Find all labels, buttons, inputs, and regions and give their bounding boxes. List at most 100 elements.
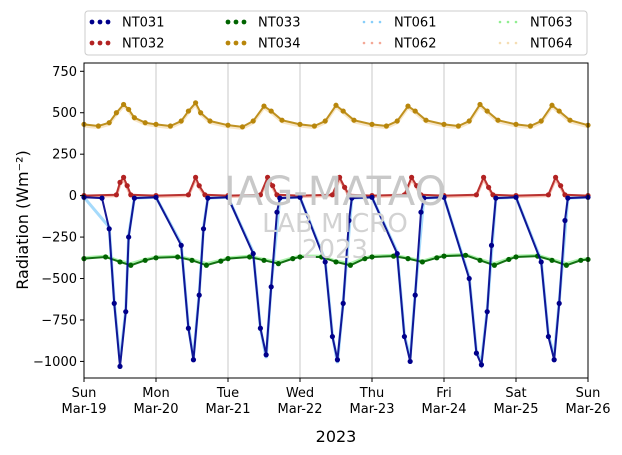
point-nt031-3 xyxy=(111,300,117,306)
legend: NT031 NT032 NT033 NT034 NT061 NT062 NT063 NT064 xyxy=(84,10,588,56)
legend-swatch-dot xyxy=(233,40,239,46)
point-nt032-22 xyxy=(401,192,407,198)
point-nt034-21 xyxy=(297,121,303,127)
point-nt034-29 xyxy=(394,118,400,124)
point-nt031-49 xyxy=(565,195,571,201)
point-nt033-12 xyxy=(261,257,267,263)
legend-item-nt063: NT063 xyxy=(498,16,572,31)
point-nt031-39 xyxy=(478,362,485,368)
point-nt034-3 xyxy=(113,110,119,116)
point-nt032-18 xyxy=(337,174,343,180)
series-nt031 xyxy=(81,194,591,369)
point-nt031-27 xyxy=(346,217,352,224)
point-nt034-23 xyxy=(322,118,328,124)
point-nt034-42 xyxy=(549,102,555,108)
point-nt034-17 xyxy=(250,118,256,124)
point-nt031-16 xyxy=(250,251,256,257)
point-nt031-35 xyxy=(421,195,427,201)
legend-label: NT064 xyxy=(530,37,572,52)
legend-swatch-dot xyxy=(378,20,382,24)
x-tick-day: Tue xyxy=(216,386,239,401)
point-nt033-4 xyxy=(142,257,148,263)
legend-item-nt032: NT032 xyxy=(89,37,164,52)
point-nt033-3 xyxy=(128,262,134,268)
point-nt031-4 xyxy=(117,363,123,369)
x-tick-date: Mar-19 xyxy=(62,402,107,417)
point-nt031-15 xyxy=(225,194,231,200)
x-tick-date: Mar-21 xyxy=(206,402,251,417)
point-nt033-30 xyxy=(513,254,519,260)
point-nt034-34 xyxy=(455,123,461,129)
point-nt034-9 xyxy=(167,123,173,129)
point-nt031-7 xyxy=(131,195,137,201)
point-nt032-24 xyxy=(414,183,420,189)
point-nt034-24 xyxy=(333,102,339,108)
point-nt032-7 xyxy=(185,192,191,198)
point-nt034-2 xyxy=(106,120,112,126)
legend-swatch-dot xyxy=(225,19,231,25)
point-nt031-10 xyxy=(185,325,191,331)
legend-swatch-dot xyxy=(105,40,111,46)
point-nt033-28 xyxy=(491,262,497,268)
point-nt034-1 xyxy=(95,123,101,129)
y-tick-label: 0 xyxy=(69,189,77,204)
legend-item-nt064: NT064 xyxy=(498,37,572,52)
legend-swatch-dot xyxy=(514,41,518,45)
x-tick-day: Sun xyxy=(576,386,601,401)
point-nt032-4 xyxy=(124,183,130,189)
point-nt033-29 xyxy=(506,256,512,263)
legend-swatch-dot xyxy=(498,41,502,45)
point-nt034-35 xyxy=(466,118,472,124)
point-nt031-11 xyxy=(190,357,197,363)
point-nt031-23 xyxy=(322,259,328,265)
plot-frame xyxy=(83,62,589,379)
point-nt034-30 xyxy=(405,103,411,109)
point-nt034-25 xyxy=(340,108,346,114)
y-tick-label: −500 xyxy=(41,272,77,287)
point-nt033-2 xyxy=(117,259,123,265)
point-nt033-33 xyxy=(563,262,570,268)
point-nt032-5 xyxy=(128,192,134,198)
point-nt034-32 xyxy=(423,117,429,123)
point-nt033-6 xyxy=(175,254,181,260)
point-nt034-20 xyxy=(279,117,285,123)
legend-item-nt061: NT061 xyxy=(362,16,436,31)
y-tick-label: −250 xyxy=(41,231,77,246)
legend-swatch-dot xyxy=(370,20,374,24)
y-tick-label: −1000 xyxy=(33,355,77,370)
point-nt031-9 xyxy=(178,242,184,248)
x-tick-date: Mar-26 xyxy=(566,402,611,417)
watermark: IAG-MATAO LAB MICRO 2023 xyxy=(224,169,446,265)
x-tick-day: Mon xyxy=(142,386,169,401)
point-nt031-17 xyxy=(257,325,263,331)
x-tick-day: Thu xyxy=(359,386,384,401)
y-tick-label: −750 xyxy=(41,313,77,328)
series-nt034 xyxy=(81,100,591,130)
point-nt031-19 xyxy=(268,284,274,290)
point-nt031-5 xyxy=(123,309,129,315)
legend-label: NT063 xyxy=(530,16,572,31)
point-nt034-13 xyxy=(198,110,204,116)
point-nt031-30 xyxy=(394,251,400,257)
x-axis-title: 2023 xyxy=(316,427,357,446)
point-nt032-29 xyxy=(486,184,492,190)
point-nt034-40 xyxy=(527,123,534,129)
point-nt031-29 xyxy=(369,194,375,200)
point-nt033-17 xyxy=(333,259,339,265)
point-nt034-28 xyxy=(383,123,389,129)
x-tick-day: Sat xyxy=(505,386,526,401)
legend-swatch-dot xyxy=(89,40,95,46)
point-nt032-14 xyxy=(270,183,276,189)
point-nt034-11 xyxy=(185,108,191,114)
point-nt031-20 xyxy=(274,209,280,215)
legend-swatch-dot xyxy=(241,40,247,46)
point-nt031-42 xyxy=(493,195,499,201)
point-nt031-41 xyxy=(488,242,495,248)
point-nt031-45 xyxy=(545,333,552,340)
point-nt031-25 xyxy=(334,357,341,363)
point-nt033-8 xyxy=(203,262,209,268)
point-nt034-6 xyxy=(131,115,137,121)
y-tick-label: 500 xyxy=(52,106,77,121)
legend-label: NT034 xyxy=(258,37,300,52)
legend-label: NT062 xyxy=(394,37,436,52)
